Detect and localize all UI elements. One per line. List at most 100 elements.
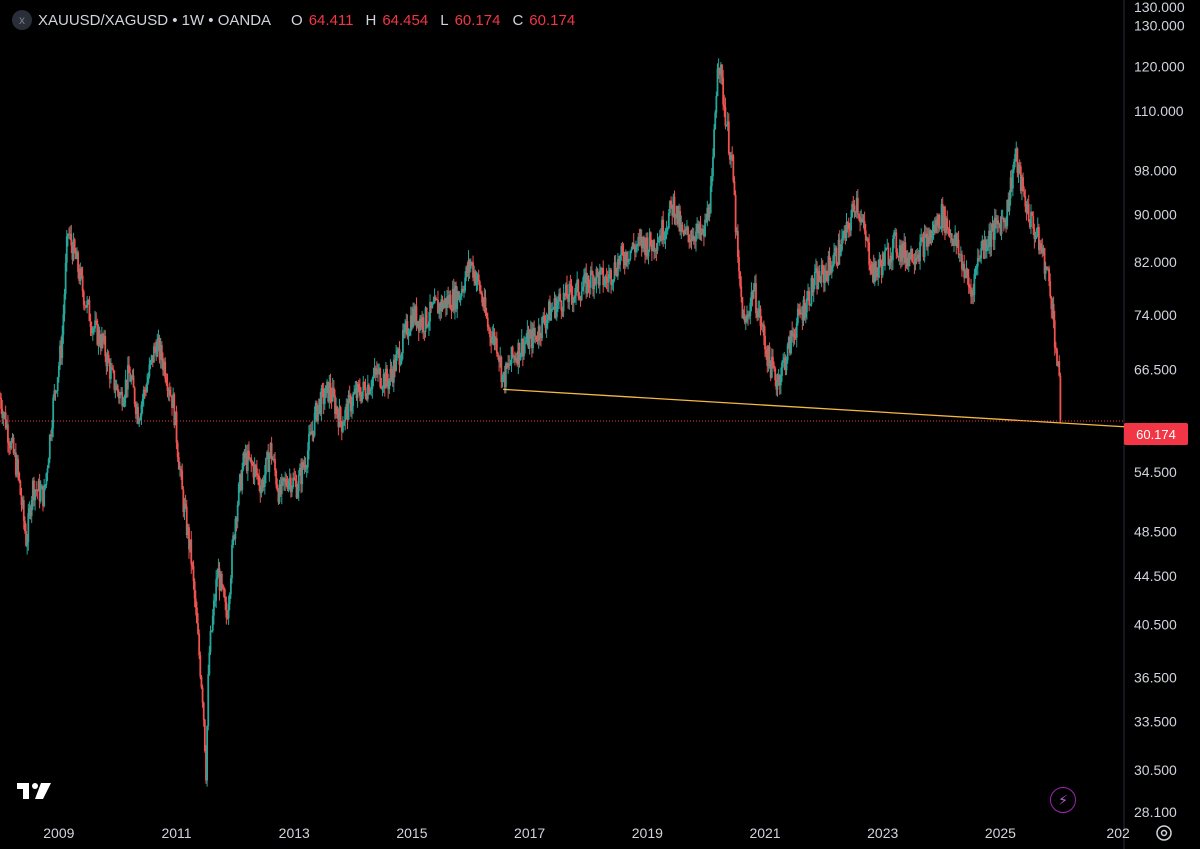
candle-body — [922, 237, 925, 257]
candle-body — [672, 196, 675, 216]
candle-body — [136, 406, 138, 415]
candle-body — [381, 387, 384, 389]
candle-body — [978, 258, 980, 260]
candle-body — [389, 369, 392, 380]
candle-body — [331, 387, 334, 402]
candle-body — [380, 386, 383, 389]
candle-body — [386, 368, 388, 381]
candle-body — [1016, 148, 1019, 173]
tradingview-logo-icon[interactable] — [15, 779, 55, 803]
candle-body — [929, 230, 932, 244]
candle-body — [915, 258, 918, 259]
candle-body — [422, 317, 425, 332]
candle-body — [758, 308, 761, 311]
candle-body — [94, 320, 96, 329]
candle-body — [43, 487, 46, 506]
candle-body — [404, 324, 407, 333]
candle-body — [17, 459, 20, 473]
candle-body — [854, 211, 857, 213]
candle-body — [471, 262, 473, 264]
candle-body — [544, 322, 547, 328]
candle-body — [520, 338, 523, 354]
candle-body — [337, 414, 340, 427]
candle-body — [465, 266, 468, 278]
candle-body — [67, 233, 69, 237]
candle-body — [792, 333, 795, 337]
candle-body — [759, 308, 762, 326]
time-axis[interactable]: 2009 2011 2013 2015 2017 2019 2021 2023 2025 202 — [43, 825, 1130, 841]
candle-body — [769, 361, 772, 378]
candle-body — [525, 341, 528, 343]
candle-body — [906, 257, 909, 267]
candle-body — [65, 236, 68, 263]
candle-body — [433, 297, 436, 304]
candle-body — [3, 412, 6, 415]
candle-body — [902, 243, 904, 258]
candle-body — [876, 271, 878, 278]
candle-body — [370, 388, 373, 391]
flash-icon[interactable]: ⚡ — [1050, 787, 1076, 813]
candle-body — [141, 399, 144, 405]
candle-body — [726, 121, 729, 126]
candle-body — [729, 153, 731, 160]
symbol-title[interactable]: XAUUSD/XAGUSD • 1W • OANDA — [38, 11, 272, 29]
candle-body — [861, 218, 864, 222]
candle-body — [597, 272, 600, 286]
candle-body — [182, 489, 185, 512]
candle-body — [50, 434, 52, 437]
candle-body — [233, 535, 236, 539]
candle-body — [51, 427, 53, 437]
gear-icon[interactable] — [1154, 823, 1174, 843]
candle-body — [972, 290, 975, 296]
candle-body — [301, 461, 304, 485]
candle-body — [511, 346, 514, 357]
candle-body — [957, 239, 960, 255]
candle-body — [675, 205, 678, 218]
candle-body — [904, 242, 907, 263]
candle-body — [945, 218, 947, 233]
candle-body — [491, 336, 494, 344]
candle-body — [699, 223, 702, 236]
candle-body — [62, 314, 65, 335]
candle-body — [175, 411, 178, 443]
candle-body — [362, 382, 365, 392]
high-label: H — [365, 11, 377, 29]
candle-body — [542, 315, 545, 318]
candle-body — [507, 363, 510, 368]
candle-body — [974, 267, 977, 274]
candle-body — [167, 389, 170, 391]
candle-body — [833, 252, 835, 265]
candle-body — [897, 255, 900, 257]
candle-body — [492, 331, 495, 337]
close-symbol-icon[interactable]: x — [12, 10, 32, 30]
candle-body — [456, 291, 459, 309]
candle-body — [298, 467, 301, 476]
candle-body — [942, 206, 945, 228]
candle-body — [318, 398, 321, 406]
candle-body — [434, 297, 437, 300]
price-axis[interactable]: 130.000 120.000 110.000 98.000 90.000 82.000 7… — [1134, 0, 1185, 820]
candle-body — [129, 372, 132, 382]
candle-body — [716, 68, 719, 97]
candle-body — [867, 239, 869, 243]
candle-body — [59, 345, 61, 366]
candle-body — [893, 232, 895, 239]
candle-body — [571, 295, 574, 304]
candle-body — [888, 262, 891, 265]
y-tick-label: 82.000 — [1134, 254, 1177, 270]
candle-body — [355, 388, 358, 399]
candle-body — [509, 363, 512, 366]
candle-body — [119, 394, 121, 399]
candle-body — [1027, 203, 1030, 221]
candle-body — [996, 220, 998, 224]
candle-body — [892, 238, 894, 261]
candle-body — [1019, 166, 1022, 192]
candle-body — [312, 430, 315, 436]
candle-body — [882, 253, 885, 266]
candle-body — [816, 268, 818, 289]
candle-body — [406, 321, 409, 337]
candle-body — [561, 310, 564, 312]
candle-body — [924, 233, 927, 235]
candle-body — [825, 270, 828, 274]
